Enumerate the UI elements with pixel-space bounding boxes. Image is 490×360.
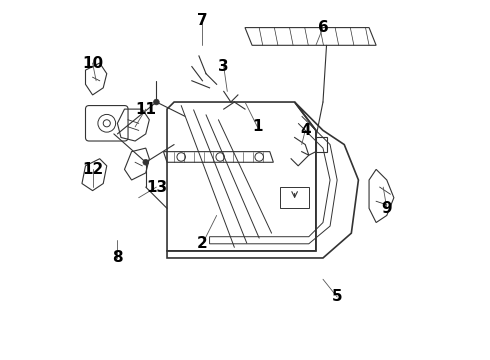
Text: 6: 6 <box>318 20 328 35</box>
Text: 12: 12 <box>82 162 103 177</box>
Text: 11: 11 <box>135 102 156 117</box>
Text: 5: 5 <box>332 289 343 305</box>
Text: 1: 1 <box>252 119 263 134</box>
Circle shape <box>153 99 159 105</box>
Text: 7: 7 <box>197 13 208 28</box>
Text: 10: 10 <box>82 55 103 71</box>
Text: 2: 2 <box>197 236 208 251</box>
Text: 4: 4 <box>300 123 311 138</box>
Text: 13: 13 <box>146 180 167 195</box>
Text: 9: 9 <box>382 201 392 216</box>
Text: 8: 8 <box>112 251 122 265</box>
Text: 3: 3 <box>219 59 229 74</box>
Circle shape <box>143 159 148 165</box>
